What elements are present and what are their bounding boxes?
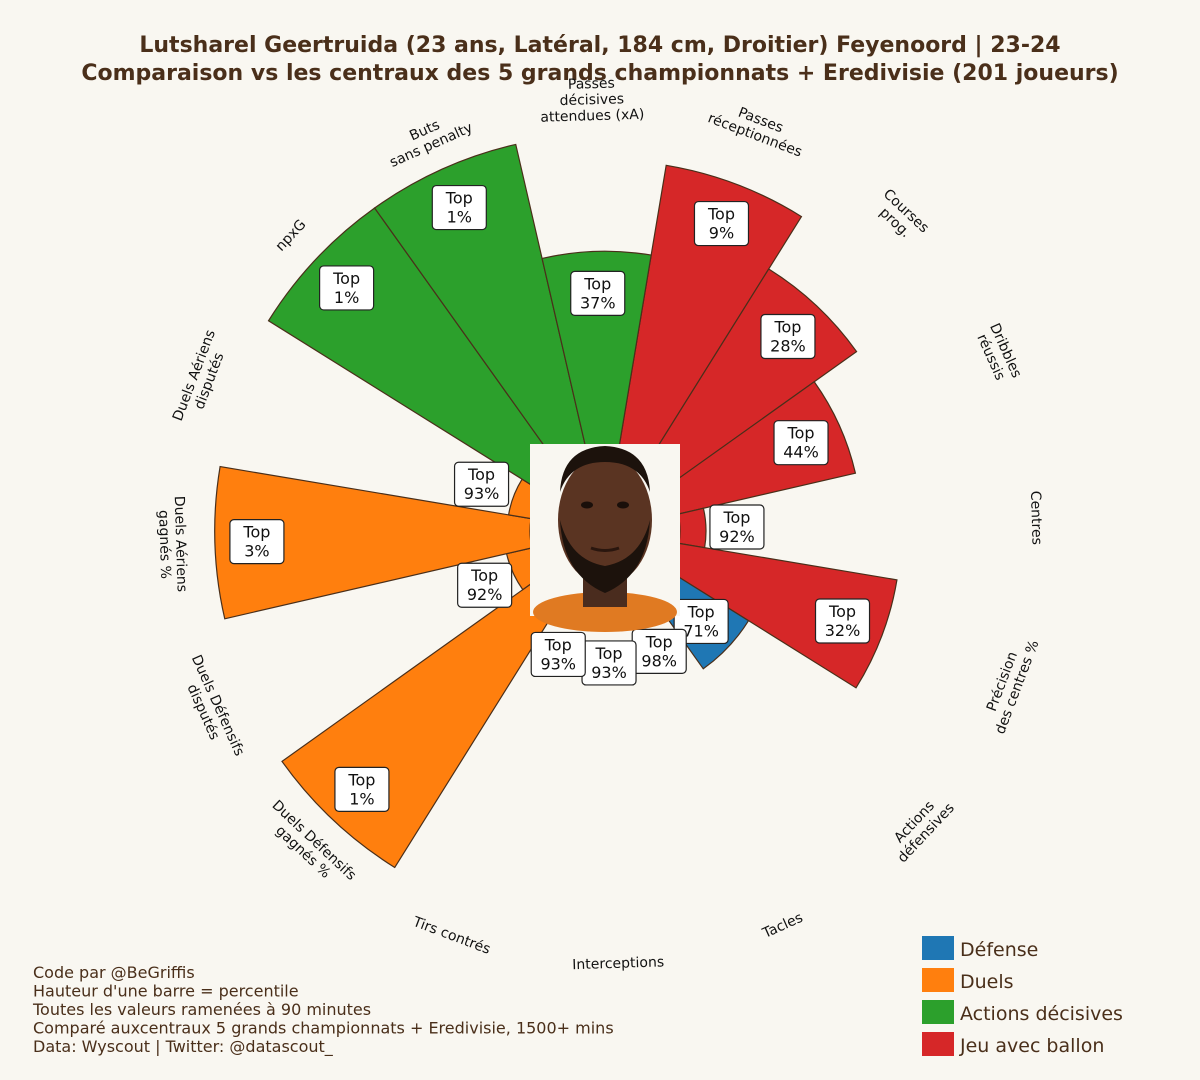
legend: Défense Duels Actions décisives Jeu avec ba… bbox=[922, 936, 1123, 1057]
svg-text:Top: Top bbox=[645, 632, 673, 651]
metric-label-interceptions: Interceptions bbox=[572, 954, 664, 973]
svg-text:Jeu avec ballon: Jeu avec ballon bbox=[959, 1035, 1104, 1057]
svg-text:Top: Top bbox=[332, 269, 360, 288]
svg-text:1%: 1% bbox=[447, 208, 472, 227]
svg-text:Top: Top bbox=[445, 189, 473, 208]
svg-text:Top: Top bbox=[467, 465, 495, 484]
svg-text:9%: 9% bbox=[709, 224, 734, 243]
bar-centres bbox=[677, 507, 707, 549]
legend-item-duels: Duels bbox=[922, 968, 1014, 993]
svg-text:93%: 93% bbox=[464, 484, 500, 503]
svg-text:Top: Top bbox=[687, 602, 715, 621]
svg-text:Top: Top bbox=[773, 318, 801, 337]
svg-text:Défense: Défense bbox=[960, 939, 1038, 961]
footer-line: Data: Wyscout | Twitter: @datascout_ bbox=[33, 1037, 334, 1057]
svg-text:Top: Top bbox=[470, 566, 498, 585]
svg-text:37%: 37% bbox=[580, 293, 616, 312]
svg-text:3%: 3% bbox=[244, 542, 269, 561]
chart-title-line1: Lutsharel Geertruida (23 ans, Latéral, 1… bbox=[139, 33, 1060, 58]
footer-line: Toutes les valeurs ramenées à 90 minutes bbox=[32, 1000, 371, 1019]
legend-item-defense: Défense bbox=[922, 936, 1038, 961]
chart-title-line2: Comparaison vs les centraux des 5 grands… bbox=[81, 61, 1118, 86]
legend-item-jeu-avec-ballon: Jeu avec ballon bbox=[922, 1032, 1104, 1057]
svg-text:92%: 92% bbox=[719, 527, 755, 546]
svg-text:Actions décisives: Actions décisives bbox=[960, 1003, 1123, 1025]
player-photo bbox=[530, 444, 680, 632]
svg-text:71%: 71% bbox=[683, 621, 719, 640]
svg-text:32%: 32% bbox=[825, 621, 861, 640]
svg-text:Top: Top bbox=[347, 770, 375, 789]
svg-text:Top: Top bbox=[707, 205, 735, 224]
svg-text:93%: 93% bbox=[540, 654, 576, 673]
svg-text:Top: Top bbox=[242, 523, 270, 542]
svg-text:1%: 1% bbox=[349, 789, 374, 808]
metric-label-passes-decisives-attendues-xa: Passesdécisivesattendues (xA) bbox=[539, 75, 644, 126]
svg-text:Top: Top bbox=[787, 424, 815, 443]
svg-text:98%: 98% bbox=[641, 651, 677, 670]
footer-line: Hauteur d'une barre = percentile bbox=[33, 982, 299, 1001]
svg-text:Top: Top bbox=[595, 644, 623, 663]
svg-text:92%: 92% bbox=[467, 585, 503, 604]
footer-line: Code par @BeGriffis bbox=[33, 963, 195, 982]
svg-text:Top: Top bbox=[828, 602, 856, 621]
value-labels: Top9%Top28%Top44%Top92%Top32%Top71%Top98… bbox=[229, 184, 871, 812]
svg-text:93%: 93% bbox=[591, 663, 627, 682]
svg-text:28%: 28% bbox=[770, 337, 806, 356]
legend-item-actions-decisives: Actions décisives bbox=[922, 1000, 1123, 1025]
svg-text:Top: Top bbox=[722, 508, 750, 527]
svg-text:Top: Top bbox=[544, 635, 572, 654]
metric-label-duels-aeriens-gagnes: Duels Aériensgagnés % bbox=[155, 496, 190, 593]
svg-text:Top: Top bbox=[583, 274, 611, 293]
svg-text:44%: 44% bbox=[783, 443, 819, 462]
footer-line: Comparé auxcentraux 5 grands championnat… bbox=[33, 1019, 614, 1038]
metric-label-centres: Centres bbox=[1027, 491, 1045, 546]
svg-text:1%: 1% bbox=[334, 288, 359, 307]
svg-text:Duels: Duels bbox=[960, 971, 1014, 993]
